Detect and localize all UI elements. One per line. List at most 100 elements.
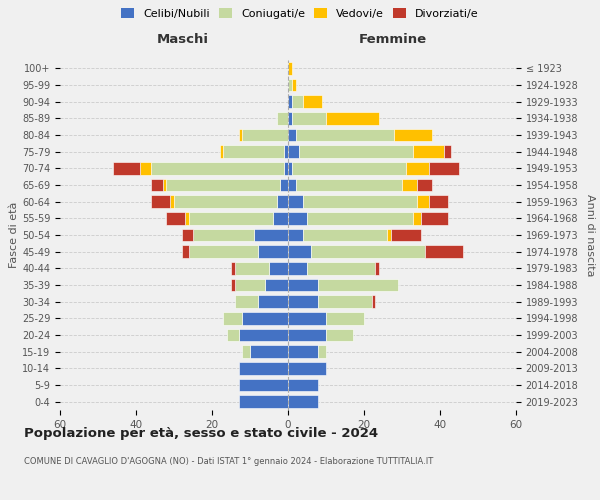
Bar [288, 329, 326, 341]
Bar [280, 179, 288, 192]
Bar [284, 162, 288, 174]
Bar [235, 262, 269, 274]
Bar [413, 212, 421, 224]
Y-axis label: Fasce di età: Fasce di età [9, 202, 19, 268]
Bar [387, 229, 391, 241]
Bar [170, 196, 174, 208]
Bar [235, 279, 265, 291]
Bar [163, 179, 166, 192]
Bar [242, 346, 250, 358]
Bar [220, 146, 223, 158]
Bar [319, 279, 398, 291]
Bar [140, 162, 151, 174]
Y-axis label: Anni di nascita: Anni di nascita [585, 194, 595, 276]
Bar [326, 112, 379, 124]
Bar [292, 162, 406, 174]
Bar [292, 79, 296, 92]
Bar [174, 196, 277, 208]
Bar [231, 262, 235, 274]
Bar [303, 196, 417, 208]
Bar [182, 246, 189, 258]
Bar [319, 346, 326, 358]
Bar [428, 162, 459, 174]
Bar [326, 329, 353, 341]
Bar [239, 379, 288, 391]
Bar [265, 279, 288, 291]
Bar [288, 346, 319, 358]
Bar [242, 312, 288, 324]
Bar [288, 312, 326, 324]
Bar [292, 112, 326, 124]
Bar [189, 246, 257, 258]
Text: Femmine: Femmine [359, 33, 427, 46]
Bar [413, 146, 444, 158]
Bar [296, 129, 394, 141]
Bar [288, 212, 307, 224]
Bar [288, 246, 311, 258]
Bar [299, 146, 413, 158]
Bar [277, 112, 288, 124]
Bar [242, 129, 288, 141]
Bar [250, 346, 288, 358]
Bar [239, 129, 242, 141]
Bar [189, 212, 273, 224]
Bar [402, 179, 417, 192]
Bar [288, 179, 296, 192]
Bar [239, 396, 288, 408]
Bar [391, 229, 421, 241]
Bar [273, 212, 288, 224]
Bar [417, 196, 428, 208]
Bar [257, 296, 288, 308]
Bar [307, 212, 413, 224]
Bar [371, 296, 376, 308]
Bar [257, 246, 288, 258]
Bar [288, 279, 319, 291]
Bar [231, 279, 235, 291]
Bar [288, 112, 292, 124]
Bar [319, 296, 371, 308]
Bar [227, 329, 239, 341]
Bar [166, 212, 185, 224]
Bar [288, 196, 303, 208]
Legend: Celibi/Nubili, Coniugati/e, Vedovi/e, Divorziati/e: Celibi/Nubili, Coniugati/e, Vedovi/e, Di… [121, 8, 479, 19]
Bar [288, 396, 319, 408]
Bar [239, 329, 288, 341]
Text: Maschi: Maschi [157, 33, 209, 46]
Text: COMUNE DI CAVAGLIO D'AGOGNA (NO) - Dati ISTAT 1° gennaio 2024 - Elaborazione TUT: COMUNE DI CAVAGLIO D'AGOGNA (NO) - Dati … [24, 458, 433, 466]
Bar [376, 262, 379, 274]
Text: Popolazione per età, sesso e stato civile - 2024: Popolazione per età, sesso e stato civil… [24, 428, 378, 440]
Bar [406, 162, 428, 174]
Bar [182, 229, 193, 241]
Bar [254, 229, 288, 241]
Bar [444, 146, 451, 158]
Bar [151, 162, 284, 174]
Bar [288, 296, 319, 308]
Bar [288, 229, 303, 241]
Bar [307, 262, 376, 274]
Bar [166, 179, 280, 192]
Bar [151, 196, 170, 208]
Bar [185, 212, 189, 224]
Bar [284, 146, 288, 158]
Bar [296, 179, 402, 192]
Bar [288, 379, 319, 391]
Bar [311, 246, 425, 258]
Bar [239, 362, 288, 374]
Bar [288, 146, 299, 158]
Bar [326, 312, 364, 324]
Bar [269, 262, 288, 274]
Bar [235, 296, 257, 308]
Bar [288, 162, 292, 174]
Bar [417, 179, 433, 192]
Bar [151, 179, 163, 192]
Bar [223, 312, 242, 324]
Bar [288, 129, 296, 141]
Bar [292, 96, 303, 108]
Bar [277, 196, 288, 208]
Bar [428, 196, 448, 208]
Bar [288, 79, 292, 92]
Bar [394, 129, 433, 141]
Bar [288, 96, 292, 108]
Bar [288, 62, 292, 74]
Bar [193, 229, 254, 241]
